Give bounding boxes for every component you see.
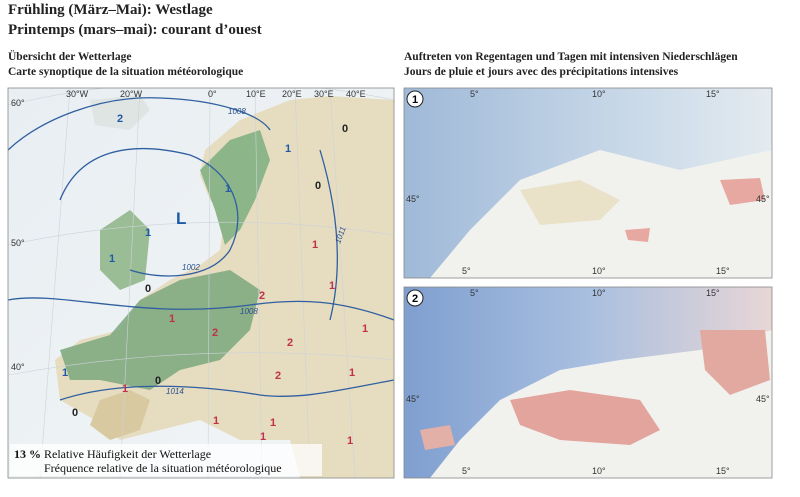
heading-de: Übersicht der Wetterlage: [8, 51, 132, 63]
grid-label: 45°: [406, 194, 420, 204]
heading-fr: Jours de pluie et jours avec des précipi…: [404, 66, 679, 78]
grid-label: 5°: [470, 89, 479, 99]
longitude-label: 30°W: [66, 89, 89, 99]
longitude-label: 30°E: [314, 89, 334, 99]
frequency-mark: 2: [259, 290, 265, 302]
isobar-label: 1008: [240, 307, 258, 316]
frequency-mark: 0: [315, 180, 321, 192]
grid-label: 5°: [462, 266, 471, 276]
frequency-mark: 1: [270, 417, 276, 429]
grid-label: 10°: [592, 466, 606, 476]
frequency-mark: 2: [275, 370, 281, 382]
frequency-mark: 1: [312, 239, 318, 251]
legend-label: Relative Häufigkeit der Wetterlage: [44, 447, 211, 461]
grid-label: 5°: [462, 466, 471, 476]
frequency-mark: 1: [362, 323, 368, 335]
legend-label: Fréquence relative de la situation météo…: [44, 461, 282, 475]
isobar-label: 1002: [182, 263, 200, 272]
grid-label: 10°: [592, 266, 606, 276]
frequency-mark: 1: [122, 383, 128, 395]
grid-label: 15°: [716, 266, 730, 276]
title-de: Frühling (März–Mai): Westlage: [8, 2, 213, 18]
grid-label: 5°: [470, 288, 479, 298]
frequency-mark: 1: [225, 183, 231, 195]
grid-label: 45°: [406, 394, 420, 404]
grid-label: 10°: [592, 89, 606, 99]
longitude-label: 40°E: [346, 89, 366, 99]
frequency-mark: 0: [155, 375, 161, 387]
frequency-mark: 0: [72, 407, 78, 419]
heading-fr: Carte synoptique de la situation météoro…: [8, 66, 244, 78]
heading-de: Auftreten von Regentagen und Tagen mit i…: [404, 51, 738, 63]
frequency-mark: 0: [342, 123, 348, 135]
frequency-mark: 1: [213, 415, 219, 427]
low-pressure: L: [176, 209, 186, 228]
frequency-mark: 1: [62, 367, 68, 379]
grid-label: 45°: [756, 394, 770, 404]
frequency-mark: 1: [329, 280, 335, 292]
grid-label: 15°: [706, 89, 720, 99]
frequency-mark: 1: [260, 431, 266, 443]
longitude-label: 10°E: [246, 89, 266, 99]
title-fr: Printemps (mars–mai): courant d’ouest: [8, 22, 262, 38]
frequency-mark: 0: [145, 283, 151, 295]
latitude-label: 60°: [11, 98, 25, 108]
map-number: 2: [412, 293, 418, 305]
grid-label: 10°: [592, 288, 606, 298]
frequency-mark: 2: [212, 327, 218, 339]
rain-map: [403, 87, 773, 279]
legend-value: 13 %: [14, 447, 41, 461]
frequency-mark: 2: [117, 113, 123, 125]
latitude-label: 50°: [11, 238, 25, 248]
longitude-label: 0°: [208, 89, 217, 99]
longitude-label: 20°W: [120, 89, 143, 99]
map-number: 1: [412, 94, 418, 106]
frequency-mark: 1: [349, 367, 355, 379]
isobar-label: 1008: [228, 107, 246, 116]
isobar-label: 1014: [166, 387, 184, 396]
frequency-mark: 1: [285, 143, 291, 155]
synoptic-map: [8, 88, 394, 478]
intensive-rain-map: [403, 286, 773, 479]
frequency-mark: 1: [347, 435, 353, 447]
grid-label: 45°: [756, 194, 770, 204]
frequency-mark: 1: [169, 313, 175, 325]
latitude-label: 40°: [11, 362, 25, 372]
frequency-mark: 1: [145, 227, 151, 239]
longitude-label: 20°E: [282, 89, 302, 99]
frequency-mark: 1: [109, 253, 115, 265]
grid-label: 15°: [706, 288, 720, 298]
grid-label: 15°: [716, 466, 730, 476]
frequency-mark: 2: [287, 337, 293, 349]
